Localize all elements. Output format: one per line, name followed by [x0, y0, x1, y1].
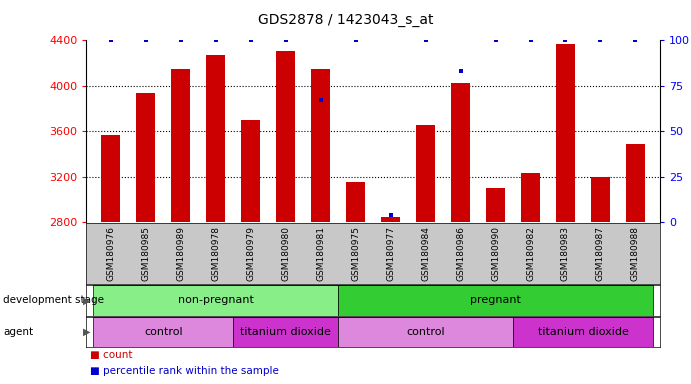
- Bar: [416, 126, 435, 222]
- Text: ■ percentile rank within the sample: ■ percentile rank within the sample: [90, 366, 278, 376]
- Bar: [171, 69, 191, 222]
- Text: agent: agent: [3, 327, 34, 337]
- Text: GSM180985: GSM180985: [142, 226, 151, 281]
- Text: GSM180986: GSM180986: [456, 226, 465, 281]
- Text: ▶: ▶: [83, 295, 91, 306]
- Text: control: control: [144, 327, 182, 337]
- Bar: [93, 317, 234, 347]
- Text: ■ count: ■ count: [90, 350, 133, 360]
- Bar: [136, 93, 155, 222]
- Bar: [102, 134, 120, 222]
- Bar: [206, 55, 225, 222]
- Text: control: control: [406, 327, 445, 337]
- Text: GSM180987: GSM180987: [596, 226, 605, 281]
- Text: GSM180979: GSM180979: [246, 226, 255, 281]
- Bar: [338, 285, 653, 316]
- Bar: [486, 188, 505, 222]
- Text: GSM180975: GSM180975: [351, 226, 360, 281]
- Text: GSM180982: GSM180982: [526, 226, 535, 281]
- Text: ▶: ▶: [83, 327, 91, 337]
- Text: GSM180988: GSM180988: [631, 226, 640, 281]
- Bar: [451, 83, 470, 222]
- Bar: [346, 182, 366, 222]
- Text: GDS2878 / 1423043_s_at: GDS2878 / 1423043_s_at: [258, 13, 433, 27]
- Bar: [234, 317, 338, 347]
- Text: GSM180980: GSM180980: [281, 226, 290, 281]
- Bar: [93, 285, 338, 316]
- Bar: [276, 51, 295, 222]
- Text: GSM180989: GSM180989: [176, 226, 185, 281]
- Text: GSM180984: GSM180984: [421, 226, 430, 281]
- Bar: [521, 173, 540, 222]
- Bar: [381, 217, 400, 222]
- Bar: [626, 144, 645, 222]
- Text: GSM180978: GSM180978: [211, 226, 220, 281]
- Bar: [311, 69, 330, 222]
- Text: titanium dioxide: titanium dioxide: [538, 327, 628, 337]
- Text: GSM180990: GSM180990: [491, 226, 500, 281]
- Text: GSM180976: GSM180976: [106, 226, 115, 281]
- Bar: [513, 317, 653, 347]
- Text: development stage: development stage: [3, 295, 104, 306]
- Bar: [556, 44, 575, 222]
- Bar: [241, 120, 261, 222]
- Text: titanium dioxide: titanium dioxide: [240, 327, 331, 337]
- Text: GSM180981: GSM180981: [316, 226, 325, 281]
- Text: GSM180983: GSM180983: [561, 226, 570, 281]
- Text: GSM180977: GSM180977: [386, 226, 395, 281]
- Text: pregnant: pregnant: [470, 295, 521, 306]
- Bar: [591, 177, 610, 222]
- Text: non-pregnant: non-pregnant: [178, 295, 254, 306]
- Bar: [338, 317, 513, 347]
